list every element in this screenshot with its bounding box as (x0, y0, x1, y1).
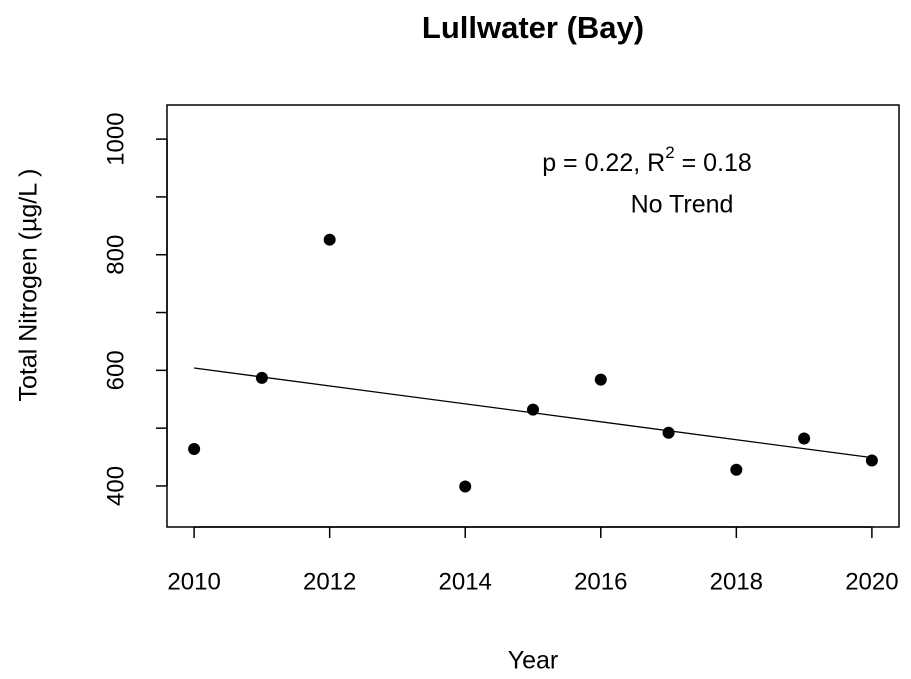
annotation: p = 0.22, R2 = 0.18 (542, 143, 752, 176)
x-tick-label: 2012 (303, 568, 356, 595)
x-tick-label: 2010 (167, 568, 220, 595)
point (527, 403, 539, 416)
chart-title: Lullwater (Bay) (422, 10, 644, 45)
point (188, 442, 201, 455)
x-tick-label: 2018 (710, 568, 763, 595)
y-tick-label: 1000 (102, 112, 129, 165)
y-axis-label: Total Nitrogen (µg/L ) (15, 168, 43, 401)
x-tick-label: 2020 (845, 568, 898, 595)
point (798, 432, 811, 445)
annotation-text: = 0.18 (675, 149, 752, 177)
point (255, 371, 268, 384)
point (594, 373, 607, 386)
annotation: No Trend (631, 191, 734, 219)
point (662, 426, 675, 439)
point (730, 463, 743, 476)
point (865, 454, 878, 467)
y-tick-label: 400 (102, 466, 129, 506)
point (459, 480, 472, 493)
y-tick-label: 600 (102, 350, 129, 390)
annotation-superscript: 2 (665, 143, 674, 162)
plot-frame (166, 104, 900, 528)
annotation-text: p = 0.22, R (542, 149, 665, 177)
point (323, 233, 336, 246)
y-tick-label: 800 (102, 235, 129, 275)
x-tick-label: 2014 (439, 568, 492, 595)
x-tick-label: 2016 (574, 568, 627, 595)
x-axis-label: Year (508, 647, 559, 675)
